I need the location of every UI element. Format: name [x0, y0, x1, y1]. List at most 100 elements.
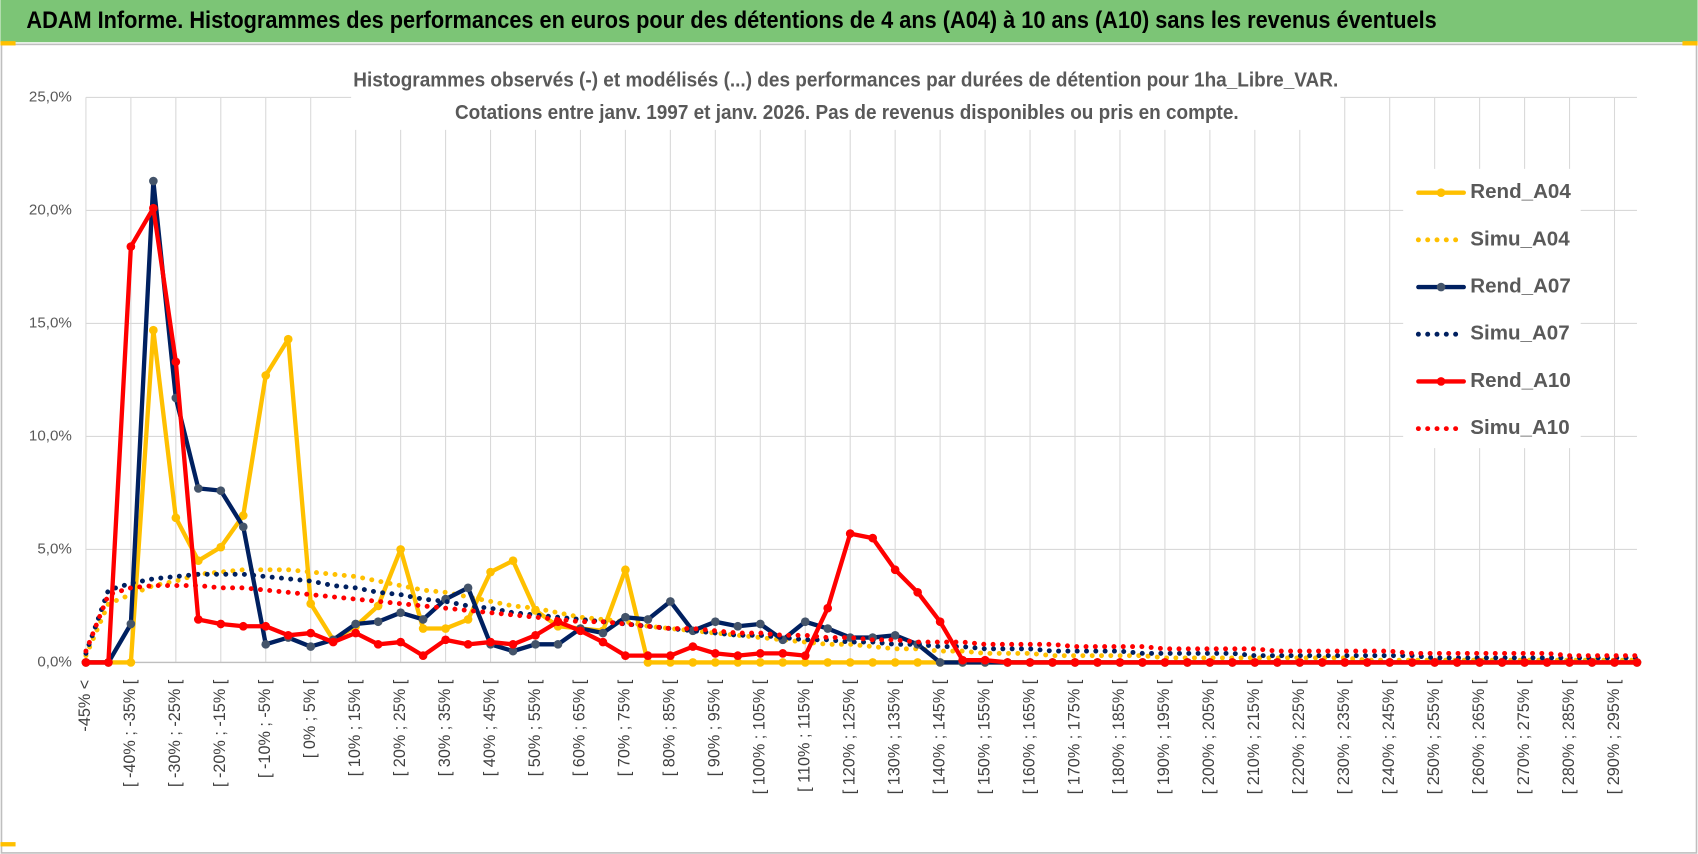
- x-tick-label: [ 280% ; 285% [: [1560, 679, 1578, 794]
- data-point: [486, 637, 495, 647]
- data-point: [238, 522, 248, 532]
- data-point: [171, 357, 181, 367]
- data-point: [238, 621, 248, 631]
- data-point: [1317, 658, 1327, 667]
- x-tick-label: [ 140% ; 145% [: [930, 679, 948, 794]
- x-tick-label: [ 150% ; 155% [: [975, 679, 993, 794]
- data-point: [666, 651, 675, 660]
- data-point: [396, 637, 405, 647]
- y-tick-label: 25,0%: [29, 88, 72, 105]
- x-tick-label: [ 0% ; 5% [: [301, 679, 319, 758]
- model-line: [83, 567, 1640, 663]
- data-point: [913, 588, 922, 597]
- data-point: [126, 619, 136, 629]
- data-point: [576, 626, 585, 636]
- data-point: [1272, 658, 1282, 667]
- data-point: [800, 651, 810, 660]
- x-tick-label: [ 10% ; 15% [: [346, 679, 364, 776]
- x-tick-label: [ 20% ; 25% [: [391, 679, 409, 776]
- data-point: [598, 628, 608, 638]
- data-point: [306, 628, 316, 638]
- x-tick-label: [ 160% ; 165% [: [1020, 679, 1038, 794]
- legend-marker: [1436, 282, 1446, 292]
- data-point: [845, 658, 855, 667]
- data-point: [598, 637, 608, 647]
- data-point: [104, 658, 113, 667]
- data-point: [351, 619, 360, 629]
- legend-label: Simu_A07: [1470, 322, 1569, 345]
- data-point: [441, 624, 450, 633]
- data-point: [193, 556, 203, 566]
- x-tick-label: [ 260% ; 265% [: [1470, 679, 1488, 794]
- data-point: [935, 617, 945, 627]
- data-point: [845, 529, 855, 538]
- legend-marker: [1436, 377, 1446, 386]
- data-point: [913, 658, 922, 667]
- x-tick-label: [ 290% ; 295% [: [1605, 679, 1623, 794]
- data-point: [621, 612, 630, 622]
- data-point: [1295, 658, 1305, 667]
- data-point: [1093, 658, 1102, 667]
- data-point: [1385, 658, 1395, 667]
- data-point: [621, 565, 630, 575]
- data-point: [890, 565, 900, 575]
- data-point: [800, 658, 810, 667]
- chart-frame: [0, 43, 1698, 854]
- data-point: [1497, 658, 1507, 667]
- x-tick-label: [ 120% ; 125% [: [840, 679, 858, 794]
- data-point: [418, 651, 428, 660]
- data-point: [261, 640, 271, 649]
- x-tick-label: [ -20% ; -15% [: [211, 679, 229, 787]
- data-point: [1610, 658, 1619, 667]
- data-point: [1520, 658, 1529, 667]
- x-tick-label: [ 40% ; 45% [: [481, 679, 499, 776]
- data-point: [643, 615, 653, 624]
- data-point: [441, 635, 450, 645]
- legend-label: Simu_A10: [1470, 416, 1569, 439]
- data-point: [800, 617, 810, 627]
- data-point: [261, 371, 271, 380]
- y-tick-label: 20,0%: [29, 201, 72, 218]
- data-point: [351, 628, 360, 638]
- corner-mark: [0, 41, 16, 46]
- data-point: [418, 624, 428, 633]
- data-point: [711, 649, 720, 658]
- data-point: [1070, 658, 1080, 667]
- x-tick-label: [ 90% ; 95% [: [706, 679, 724, 776]
- data-point: [463, 615, 473, 624]
- data-point: [688, 642, 698, 651]
- data-point: [1587, 658, 1597, 667]
- data-point: [396, 608, 405, 618]
- y-tick-label: 5,0%: [37, 540, 72, 557]
- data-point: [1048, 658, 1057, 667]
- data-point: [283, 334, 293, 344]
- data-point: [1407, 658, 1417, 667]
- data-point: [778, 649, 788, 658]
- x-tick-label: [ 220% ; 225% [: [1290, 679, 1308, 794]
- data-point: [621, 651, 630, 660]
- data-point: [373, 640, 383, 649]
- legend-label: Rend_A04: [1470, 180, 1571, 203]
- x-tick-label: [ -40% ; -35% [: [121, 679, 139, 787]
- data-point: [890, 658, 900, 667]
- data-point: [81, 658, 91, 667]
- model-line: [83, 583, 1640, 659]
- data-point: [1250, 658, 1260, 667]
- data-point: [688, 658, 698, 667]
- chart-title: Histogrammes observés (-) et modélisés (…: [353, 69, 1338, 92]
- data-point: [733, 658, 743, 667]
- x-tick-label: [ 250% ; 255% [: [1425, 679, 1443, 794]
- data-point: [1430, 658, 1439, 667]
- data-point: [126, 242, 136, 251]
- x-tick-label: [ -30% ; -25% [: [166, 679, 184, 787]
- model-line: [83, 571, 1640, 661]
- chart-subtitle: Cotations entre janv. 1997 et janv. 2026…: [455, 101, 1239, 124]
- data-point: [666, 597, 675, 606]
- data-point: [193, 615, 203, 624]
- data-point: [755, 649, 765, 658]
- data-point: [1340, 658, 1350, 667]
- data-point: [868, 658, 878, 667]
- data-point: [193, 484, 203, 493]
- x-tick-label: [ 130% ; 135% [: [885, 679, 903, 794]
- data-point: [1228, 658, 1237, 667]
